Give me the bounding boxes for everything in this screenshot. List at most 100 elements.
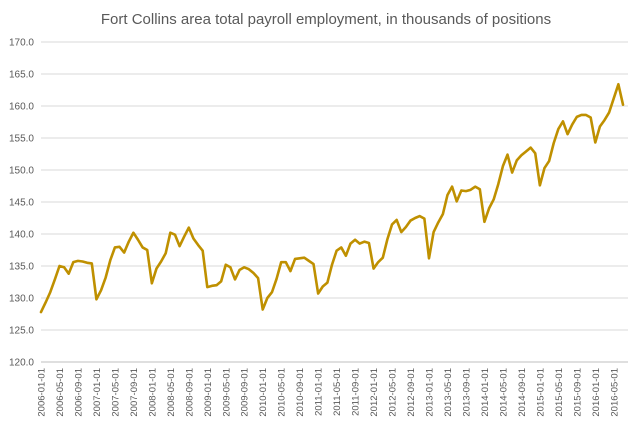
data-point bbox=[188, 226, 190, 228]
x-tick-label: 2011-01-01 bbox=[314, 368, 325, 416]
data-point bbox=[165, 252, 167, 254]
data-point bbox=[363, 240, 365, 242]
data-point bbox=[442, 213, 444, 215]
data-point bbox=[160, 260, 162, 262]
data-point bbox=[539, 184, 541, 186]
data-point bbox=[155, 267, 157, 269]
data-point bbox=[428, 257, 430, 259]
data-point bbox=[104, 276, 106, 278]
x-tick-label: 2011-05-01 bbox=[332, 368, 343, 416]
data-point bbox=[137, 239, 139, 241]
x-tick-label: 2014-05-01 bbox=[498, 368, 509, 417]
data-point bbox=[109, 259, 111, 261]
data-point bbox=[622, 104, 624, 106]
data-point bbox=[553, 142, 555, 144]
data-point bbox=[354, 239, 356, 241]
data-point bbox=[608, 111, 610, 113]
data-point bbox=[497, 183, 499, 185]
x-tick-label: 2009-05-01 bbox=[221, 368, 232, 417]
y-tick-label: 135.0 bbox=[9, 262, 34, 273]
data-point bbox=[414, 217, 416, 219]
data-point bbox=[285, 261, 287, 263]
data-point bbox=[548, 160, 550, 162]
data-point bbox=[317, 292, 319, 294]
data-point bbox=[409, 219, 411, 221]
data-point bbox=[483, 221, 485, 223]
data-point bbox=[446, 194, 448, 196]
data-point bbox=[474, 185, 476, 187]
y-tick-label: 140.0 bbox=[9, 230, 34, 241]
data-point bbox=[238, 269, 240, 271]
data-point bbox=[432, 231, 434, 233]
x-tick-label: 2015-05-01 bbox=[554, 368, 565, 417]
y-tick-label: 130.0 bbox=[9, 294, 34, 305]
data-point bbox=[335, 249, 337, 251]
x-tick-label: 2016-05-01 bbox=[609, 368, 620, 417]
data-point bbox=[326, 281, 328, 283]
data-point bbox=[289, 270, 291, 272]
data-point bbox=[516, 159, 518, 161]
data-point bbox=[54, 278, 56, 280]
data-point bbox=[201, 249, 203, 251]
data-point bbox=[340, 246, 342, 248]
data-point bbox=[391, 223, 393, 225]
data-point bbox=[419, 215, 421, 217]
data-point bbox=[312, 263, 314, 265]
x-tick-label: 2007-05-01 bbox=[110, 368, 121, 417]
data-point bbox=[192, 237, 194, 239]
data-point bbox=[543, 167, 545, 169]
data-point bbox=[169, 232, 171, 234]
y-tick-label: 160.0 bbox=[9, 102, 34, 113]
data-point bbox=[465, 190, 467, 192]
data-point bbox=[248, 268, 250, 270]
x-tick-label: 2013-09-01 bbox=[461, 368, 472, 417]
gridlines bbox=[41, 41, 628, 331]
x-axis-ticks: 2006-01-01 2006-05-01 2006-09-01 2007-01-01… bbox=[37, 368, 621, 417]
data-point bbox=[86, 262, 88, 264]
data-point bbox=[183, 235, 185, 237]
data-point bbox=[349, 242, 351, 244]
data-point bbox=[599, 125, 601, 127]
data-point bbox=[123, 251, 125, 253]
data-point bbox=[146, 249, 148, 251]
data-point bbox=[566, 133, 568, 135]
data-point bbox=[308, 260, 310, 262]
data-point bbox=[95, 298, 97, 300]
data-point bbox=[151, 282, 153, 284]
x-tick-label: 2006-01-01 bbox=[37, 368, 48, 417]
x-tick-label: 2009-01-01 bbox=[203, 368, 214, 417]
x-tick-label: 2014-01-01 bbox=[480, 368, 491, 417]
data-point bbox=[58, 265, 60, 267]
data-point bbox=[197, 244, 199, 246]
data-point bbox=[529, 146, 531, 148]
data-point bbox=[215, 284, 217, 286]
data-point bbox=[100, 289, 102, 291]
data-point bbox=[81, 260, 83, 262]
y-tick-label: 125.0 bbox=[9, 326, 34, 337]
data-point bbox=[456, 200, 458, 202]
x-tick-label: 2007-01-01 bbox=[92, 368, 103, 417]
data-point bbox=[386, 238, 388, 240]
data-point bbox=[132, 232, 134, 234]
data-point bbox=[502, 165, 504, 167]
data-point bbox=[118, 246, 120, 248]
data-point bbox=[492, 198, 494, 200]
data-point bbox=[40, 311, 42, 313]
x-tick-label: 2011-09-01 bbox=[351, 368, 362, 416]
data-point bbox=[617, 83, 619, 85]
data-point bbox=[562, 120, 564, 122]
x-tick-label: 2008-09-01 bbox=[184, 368, 195, 417]
data-point bbox=[571, 123, 573, 125]
data-point bbox=[557, 128, 559, 130]
data-point bbox=[382, 256, 384, 258]
x-tick-label: 2006-05-01 bbox=[55, 368, 66, 417]
data-point bbox=[211, 285, 213, 287]
data-point bbox=[206, 286, 208, 288]
data-point bbox=[91, 262, 93, 264]
data-point bbox=[294, 258, 296, 260]
data-point bbox=[174, 233, 176, 235]
data-point bbox=[275, 278, 277, 280]
data-point bbox=[225, 264, 227, 266]
data-point bbox=[257, 277, 259, 279]
